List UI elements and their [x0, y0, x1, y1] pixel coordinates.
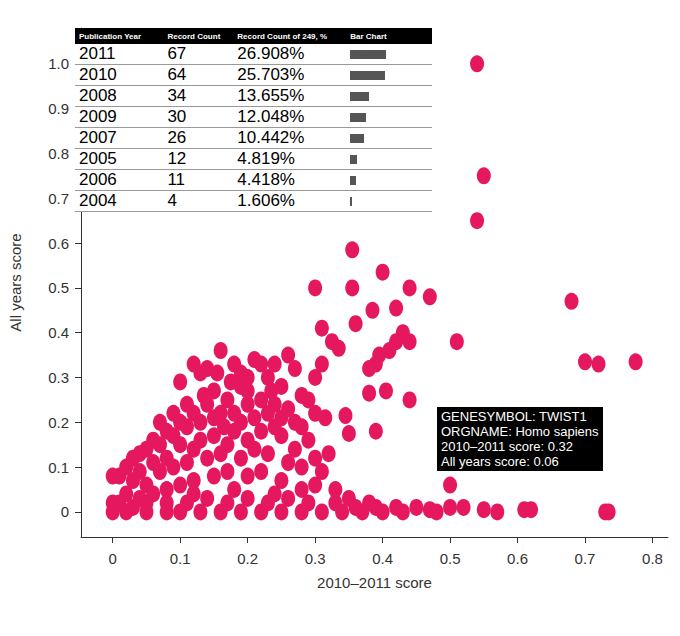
html-text:ORGNAME: Homo sapiens: ORGNAME: Homo sapiens — [441, 424, 599, 439]
svg-text:0.6: 0.6 — [48, 235, 69, 252]
html-text:12.048%: 12.048% — [237, 107, 305, 126]
html-text:30: 30 — [167, 107, 187, 126]
html-text:All years score: 0.06: All years score: 0.06 — [441, 454, 559, 469]
html-text:2007: 2007 — [79, 128, 117, 147]
svg-text:0.5: 0.5 — [48, 279, 69, 296]
html-text:Record Count of 249, %: Record Count of 249, % — [237, 31, 328, 41]
svg-text:0: 0 — [109, 550, 117, 567]
svg-text:0.1: 0.1 — [48, 459, 69, 476]
html-text:Publication Year: Publication Year — [79, 31, 142, 41]
svg-text:0.3: 0.3 — [305, 550, 326, 567]
html-text:13.655%: 13.655% — [237, 86, 305, 105]
svg-text:0.2: 0.2 — [48, 414, 69, 431]
html-text:2004: 2004 — [79, 191, 117, 210]
html-text:4.819%: 4.819% — [237, 149, 295, 168]
svg-text:0.6: 0.6 — [507, 550, 528, 567]
svg-text:0.8: 0.8 — [48, 145, 69, 162]
svg-text:All years score: All years score — [7, 233, 24, 331]
html-text:2009: 2009 — [79, 107, 117, 126]
svg-text:0.7: 0.7 — [48, 190, 69, 207]
html-text:4.418%: 4.418% — [237, 170, 295, 189]
html-text:4: 4 — [167, 191, 177, 210]
html-text:12: 12 — [167, 149, 187, 168]
html-text:25.703%: 25.703% — [237, 65, 305, 84]
html-text:2010–2011 score: 0.32: 2010–2011 score: 0.32 — [441, 439, 573, 454]
html-text:2011: 2011 — [79, 44, 116, 63]
html-text:Record Count: Record Count — [167, 31, 221, 41]
html-text:11: 11 — [167, 170, 186, 189]
html-text:Bar Chart: Bar Chart — [350, 31, 387, 41]
html-text:64: 64 — [167, 65, 187, 84]
svg-text:0.9: 0.9 — [48, 100, 69, 117]
html-text:34: 34 — [167, 86, 187, 105]
html-text:2006: 2006 — [79, 170, 117, 189]
html-text:1.606%: 1.606% — [237, 191, 295, 210]
svg-text:0.8: 0.8 — [642, 550, 663, 567]
svg-text:0.1: 0.1 — [170, 550, 191, 567]
svg-text:0.4: 0.4 — [48, 324, 69, 341]
html-text:10.442%: 10.442% — [237, 128, 305, 147]
svg-text:0: 0 — [61, 503, 69, 520]
svg-text:0.5: 0.5 — [440, 550, 461, 567]
html-text:2008: 2008 — [79, 86, 117, 105]
svg-text:0.4: 0.4 — [372, 550, 393, 567]
svg-text:0.3: 0.3 — [48, 369, 69, 386]
html-text:26.908%: 26.908% — [237, 44, 305, 63]
html-text:2010: 2010 — [79, 65, 117, 84]
svg-text:2010–2011 score: 2010–2011 score — [317, 574, 432, 591]
html-text:26: 26 — [167, 128, 187, 147]
svg-text:0.2: 0.2 — [237, 550, 258, 567]
html-text:2005: 2005 — [79, 149, 117, 168]
html-text:67: 67 — [167, 44, 187, 63]
html-text:GENESYMBOL: TWIST1: GENESYMBOL: TWIST1 — [441, 409, 587, 424]
svg-text:1.0: 1.0 — [48, 55, 69, 72]
svg-text:0.7: 0.7 — [575, 550, 596, 567]
